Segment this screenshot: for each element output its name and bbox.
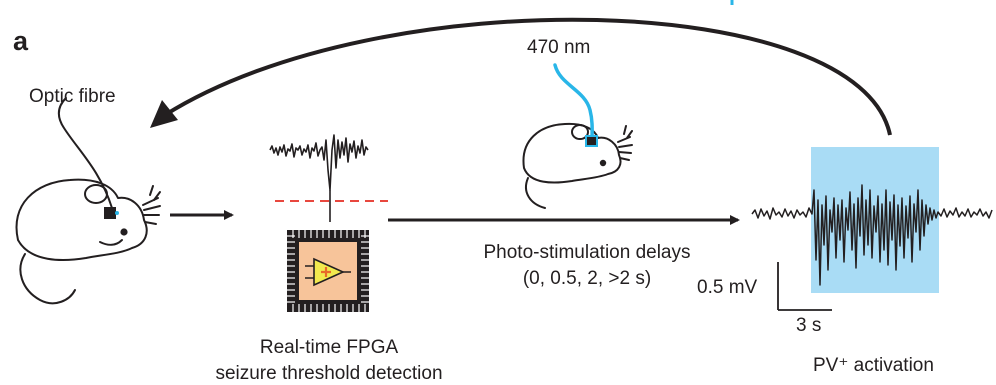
stimulation-trace — [751, 184, 993, 286]
detection-trace — [269, 134, 369, 191]
pv-activation-label: PV⁺ activation — [813, 355, 934, 376]
delays-label-line2: (0, 0.5, 2, >2 s) — [522, 268, 652, 289]
fpga-label-line2: seizure threshold detection — [215, 363, 443, 384]
optic-fibre-label: Optic fibre — [29, 86, 116, 107]
feedback-arrowhead — [150, 100, 178, 128]
scale-voltage-label: 0.5 mV — [697, 277, 758, 298]
fibre-implant-dot — [115, 211, 119, 215]
blue-light-implant — [585, 135, 598, 147]
feedback-arrow — [163, 17, 892, 136]
delays-label-line1: Photo-stimulation delays — [483, 242, 691, 263]
wavelength-label: 470 nm — [527, 37, 591, 58]
scale-time-label: 3 s — [796, 315, 822, 336]
fpga-label-line1: Real-time FPGA — [259, 337, 399, 358]
blue-light-fibre — [553, 63, 594, 142]
mouse-with-fibre-icon — [15, 97, 161, 305]
fpga-chip-icon — [287, 230, 369, 312]
fibre-implant — [104, 207, 116, 219]
panel-label: a — [13, 26, 29, 56]
mouse-with-blue-light-icon — [522, 122, 633, 209]
